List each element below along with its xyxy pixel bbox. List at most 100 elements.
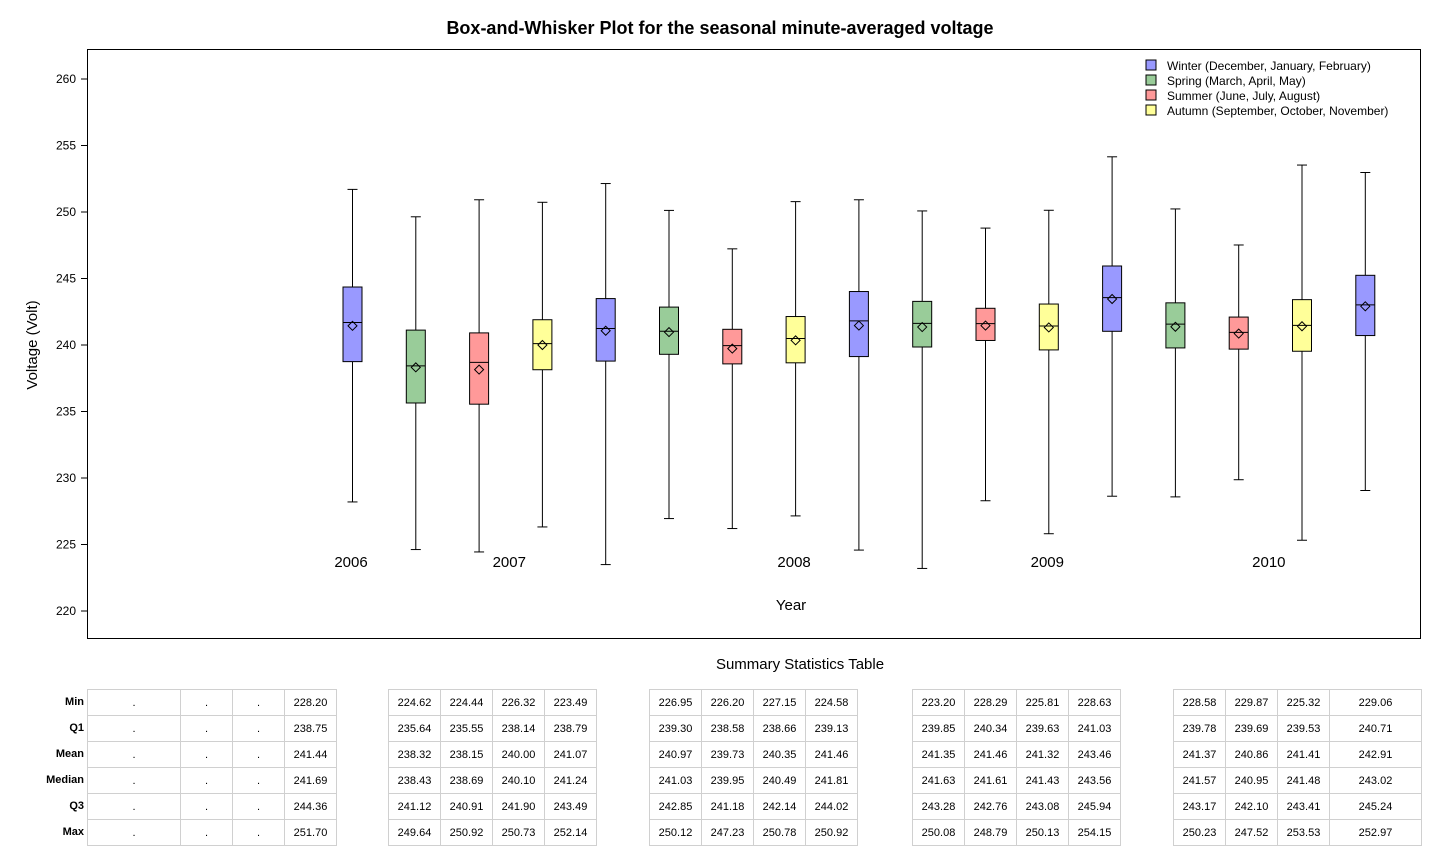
table-cell: . xyxy=(87,689,181,716)
table-cell: . xyxy=(87,767,181,794)
table-cell: . xyxy=(87,793,181,820)
table-cell: 241.63 xyxy=(912,767,965,794)
table-cell: 241.61 xyxy=(964,767,1017,794)
table-cell: 241.03 xyxy=(649,767,702,794)
table-cell: 243.49 xyxy=(544,793,597,820)
box-winter xyxy=(848,291,869,358)
table-cell: 240.00 xyxy=(492,741,545,768)
table-row-label: Mean xyxy=(55,748,84,760)
year-label: 2010 xyxy=(1252,554,1285,571)
y-tick-label: 230 xyxy=(56,471,76,485)
box-winter xyxy=(342,286,363,363)
table-row-label: Q1 xyxy=(69,722,84,734)
table-cell: 244.36 xyxy=(284,793,337,820)
legend-swatch-winter xyxy=(1145,59,1157,71)
table-cell: 229.87 xyxy=(1225,689,1278,716)
mean-marker xyxy=(1106,293,1118,305)
box-winter xyxy=(595,298,616,362)
table-cell: 240.10 xyxy=(492,767,545,794)
mean-marker xyxy=(347,320,358,332)
box-autumn xyxy=(532,319,553,371)
y-tick-label: 225 xyxy=(56,538,76,552)
table-cell: 238.66 xyxy=(753,715,806,742)
mean-marker xyxy=(1360,301,1371,312)
table-cell: . xyxy=(180,715,233,742)
table-cell: 240.35 xyxy=(753,741,806,768)
table-cell: . xyxy=(180,793,233,820)
table-cell: 241.35 xyxy=(912,741,965,768)
table-cell: 239.13 xyxy=(805,715,858,742)
mean-marker xyxy=(853,320,865,331)
table-cell: 226.32 xyxy=(492,689,545,716)
table-cell: 227.15 xyxy=(753,689,806,716)
table-cell: 241.46 xyxy=(964,741,1017,768)
table-cell: 250.08 xyxy=(912,819,965,846)
table-cell: 245.94 xyxy=(1068,793,1121,820)
mean-marker xyxy=(473,364,485,375)
mean-marker xyxy=(727,343,738,354)
table-cell: 247.52 xyxy=(1225,819,1278,846)
table-cell: 241.69 xyxy=(284,767,337,794)
mean-marker xyxy=(410,362,422,373)
box-spring xyxy=(405,329,426,404)
table-row-label: Median xyxy=(46,774,84,786)
table-cell: 250.13 xyxy=(1016,819,1069,846)
table-cell: 242.76 xyxy=(964,793,1017,820)
y-tick-label: 260 xyxy=(56,72,76,86)
table-cell: 241.18 xyxy=(701,793,754,820)
table-cell: . xyxy=(232,819,285,846)
table-cell: 228.63 xyxy=(1068,689,1121,716)
table-cell: 241.46 xyxy=(805,741,858,768)
mean-marker xyxy=(1233,328,1244,339)
table-cell: . xyxy=(180,819,233,846)
table-cell: 241.07 xyxy=(544,741,597,768)
table-cell: 238.14 xyxy=(492,715,545,742)
table-cell: 228.29 xyxy=(964,689,1017,716)
table-cell: 248.79 xyxy=(964,819,1017,846)
table-cell: 241.03 xyxy=(1068,715,1121,742)
y-tick-label: 235 xyxy=(56,405,76,419)
table-cell: . xyxy=(232,689,285,716)
table-cell: 241.44 xyxy=(284,741,337,768)
table-cell: 224.44 xyxy=(440,689,493,716)
table-cell: 250.92 xyxy=(440,819,493,846)
table-cell: 242.14 xyxy=(753,793,806,820)
plot-frame xyxy=(87,49,1421,639)
chart-canvas: 220 225 230 235 240 245 250 255 260 Voltage (Volt… xyxy=(24,59,1388,618)
year-label: 2009 xyxy=(1031,554,1064,571)
mean-marker xyxy=(1043,322,1055,333)
table-cell: 238.32 xyxy=(388,741,441,768)
legend-swatch-autumn xyxy=(1145,104,1157,116)
table-cell: 239.63 xyxy=(1016,715,1069,742)
box-spring xyxy=(912,300,933,348)
mean-marker xyxy=(663,326,675,338)
y-tick-label: 250 xyxy=(56,205,76,219)
table-cell: 240.71 xyxy=(1329,715,1422,742)
table-cell: 241.81 xyxy=(805,767,858,794)
table-cell: 240.49 xyxy=(753,767,806,794)
table-cell: 224.58 xyxy=(805,689,858,716)
table-cell: 224.62 xyxy=(388,689,441,716)
table-cell: 239.95 xyxy=(701,767,754,794)
mean-marker xyxy=(980,320,991,331)
mean-marker xyxy=(916,321,928,333)
table-cell: 239.30 xyxy=(649,715,702,742)
box-spring xyxy=(1165,302,1186,349)
table-cell: 247.23 xyxy=(701,819,754,846)
table-cell: 241.12 xyxy=(388,793,441,820)
table-cell: 245.24 xyxy=(1329,793,1422,820)
table-cell: 238.15 xyxy=(440,741,493,768)
table-cell: 241.32 xyxy=(1016,741,1069,768)
table-cell: 240.34 xyxy=(964,715,1017,742)
mean-marker xyxy=(1296,321,1308,332)
box-spring xyxy=(659,306,679,355)
y-tick-label: 255 xyxy=(56,139,76,153)
table-cell: 228.20 xyxy=(284,689,337,716)
table-cell: . xyxy=(232,741,285,768)
x-axis-title: Year xyxy=(776,597,806,614)
table-cell: 243.41 xyxy=(1277,793,1330,820)
box-summer xyxy=(1228,316,1249,350)
mean-marker xyxy=(600,325,611,336)
table-cell: 239.85 xyxy=(912,715,965,742)
table-row-label: Max xyxy=(62,826,84,838)
